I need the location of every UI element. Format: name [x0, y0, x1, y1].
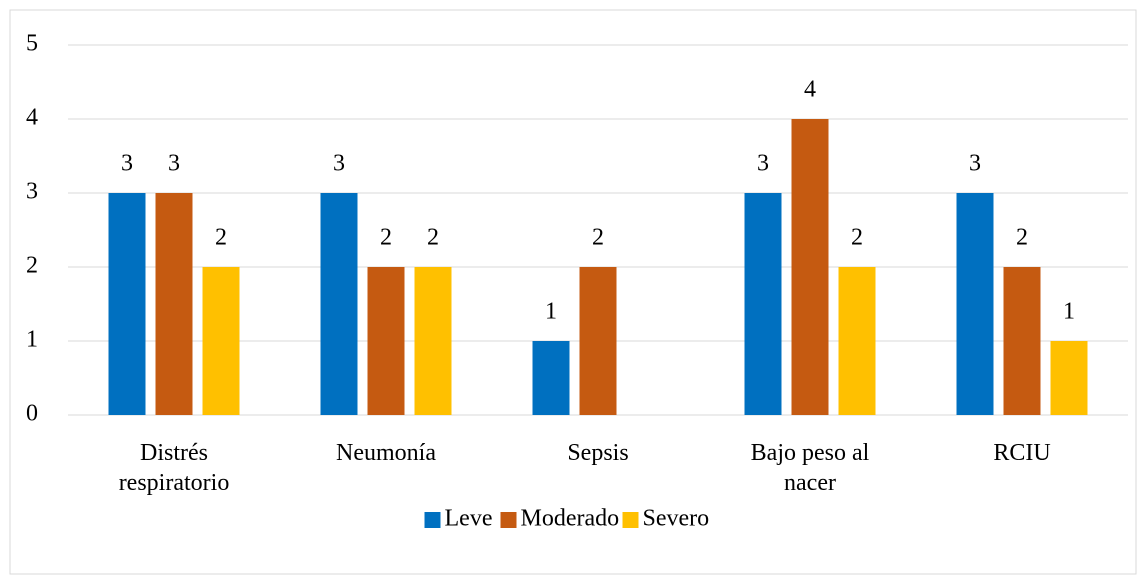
- y-tick-label: 5: [26, 31, 38, 57]
- bar: [108, 193, 146, 415]
- chart-border: [9, 9, 1137, 575]
- bar: [956, 193, 994, 415]
- y-tick-label: 2: [26, 253, 38, 279]
- bar: [155, 193, 193, 415]
- bar: [320, 193, 358, 415]
- x-tick-label: RCIU: [993, 440, 1051, 466]
- data-label: 3: [757, 151, 769, 177]
- legend-label: Moderado: [521, 506, 620, 532]
- data-label: 1: [545, 299, 557, 325]
- bar: [414, 267, 452, 415]
- data-label: 3: [121, 151, 133, 177]
- x-tick-label: Sepsis: [567, 440, 629, 466]
- y-tick-label: 3: [26, 179, 38, 205]
- y-tick-label: 1: [26, 327, 38, 353]
- bar: [579, 267, 617, 415]
- y-tick-label: 4: [26, 105, 38, 131]
- y-tick-label: 0: [26, 401, 38, 427]
- data-label: 2: [427, 225, 439, 251]
- legend-label: Severo: [643, 506, 710, 532]
- x-tick-label: Neumonía: [336, 440, 436, 466]
- data-label: 3: [168, 151, 180, 177]
- legend-label: Leve: [445, 506, 493, 532]
- x-tick-label: Distrés respiratorio: [118, 440, 230, 496]
- data-label: 2: [592, 225, 604, 251]
- legend-swatch: [500, 512, 517, 528]
- bar: [1050, 341, 1088, 415]
- bar: [791, 119, 829, 415]
- data-label: 2: [851, 225, 863, 251]
- legend-swatch: [424, 512, 441, 528]
- bar: [1003, 267, 1041, 415]
- bar: [838, 267, 876, 415]
- data-label: 1: [1063, 299, 1075, 325]
- data-label: 3: [969, 151, 981, 177]
- legend-swatch: [622, 512, 639, 528]
- x-tick-label: Bajo peso al nacer: [750, 440, 870, 496]
- bar: [367, 267, 405, 415]
- bar: [202, 267, 240, 415]
- data-label: 2: [380, 225, 392, 251]
- bar: [744, 193, 782, 415]
- data-label: 2: [1016, 225, 1028, 251]
- bar: [532, 341, 570, 415]
- data-label: 3: [333, 151, 345, 177]
- data-label: 4: [804, 77, 816, 103]
- data-label: 2: [215, 225, 227, 251]
